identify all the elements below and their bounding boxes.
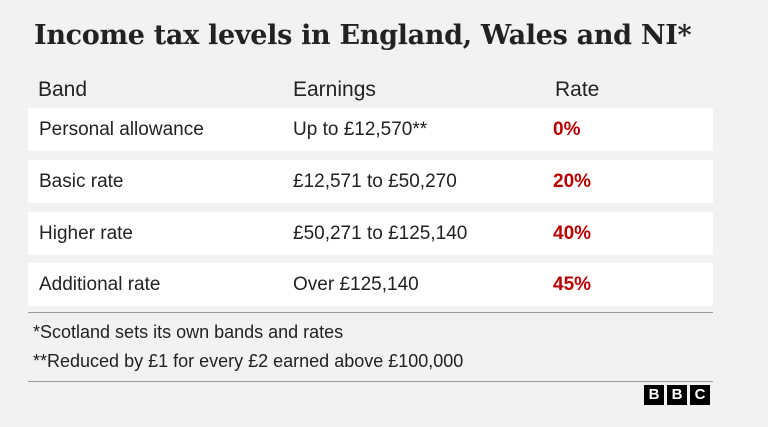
title: Income tax levels in England, Wales and … xyxy=(34,20,692,51)
logo-letter: C xyxy=(690,385,710,405)
divider xyxy=(28,312,713,313)
divider xyxy=(28,381,713,382)
column-header: Band xyxy=(38,78,88,101)
table-cell: Basic rate xyxy=(39,171,124,192)
table-cell: 40% xyxy=(553,223,592,244)
table-cell: 20% xyxy=(553,171,592,192)
footnote: *Scotland sets its own bands and rates xyxy=(33,322,344,342)
table-cell: £12,571 to £50,270 xyxy=(293,171,457,192)
table-row: Personal allowance Up to £12,570** 0% xyxy=(28,108,713,151)
logo-letter: B xyxy=(667,385,687,405)
column-header: Earnings xyxy=(293,78,376,101)
logo-letter: B xyxy=(644,385,664,405)
bbc-logo: B B C xyxy=(644,385,710,405)
table-cell: Over £125,140 xyxy=(293,274,419,295)
table-cell: 0% xyxy=(553,119,581,140)
table-cell: 45% xyxy=(553,274,592,295)
table-cell: £50,271 to £125,140 xyxy=(293,223,468,244)
table-cell: Personal allowance xyxy=(39,119,204,140)
table-cell: Up to £12,570** xyxy=(293,119,428,140)
column-header: Rate xyxy=(555,78,600,101)
footnote: **Reduced by £1 for every £2 earned abov… xyxy=(33,351,464,371)
table-cell: Additional rate xyxy=(39,274,161,295)
table-cell: Higher rate xyxy=(39,223,133,244)
table-row: Additional rate Over £125,140 45% xyxy=(28,263,713,306)
table-row: Basic rate £12,571 to £50,270 20% xyxy=(28,160,713,203)
table-row: Higher rate £50,271 to £125,140 40% xyxy=(28,212,713,255)
